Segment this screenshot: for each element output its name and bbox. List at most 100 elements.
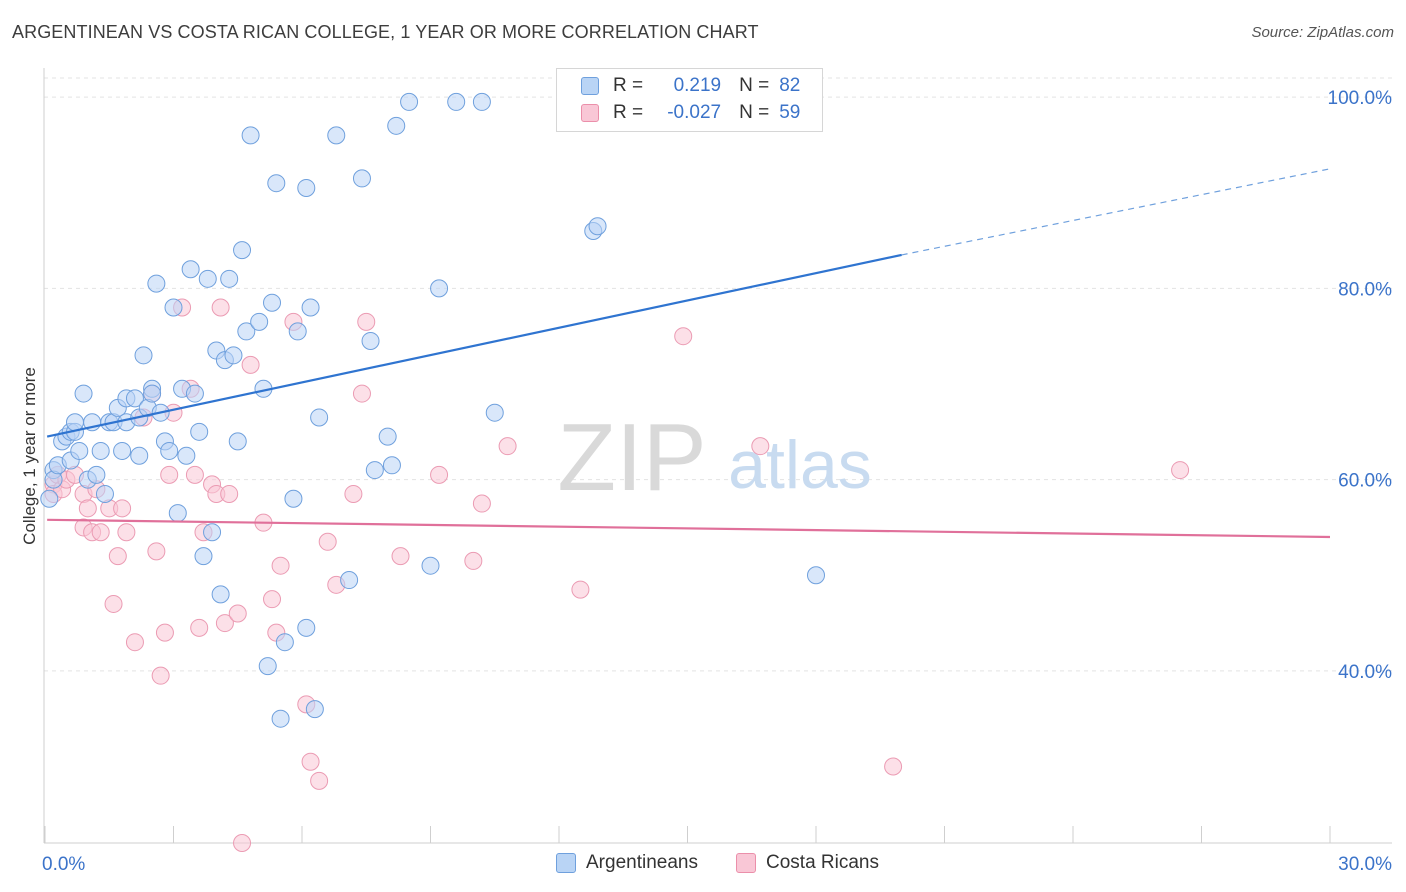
costa-ricans-point [151,666,170,685]
legend-swatch-blue [581,77,599,95]
watermark-atlas: atlas [728,427,872,503]
costa-ricans-point [344,484,363,503]
costa-ricans-point [263,590,282,609]
costa-ricans-point [147,542,166,561]
argentineans-point [241,126,260,145]
argentineans-point [40,489,59,508]
argentineans-point [258,657,277,676]
argentineans-point [382,456,401,475]
argentineans-point [365,461,384,480]
legend-swatch-pink [581,104,599,122]
legend-r-value: 0.219 [673,75,722,96]
argentineans-point [271,709,290,728]
costa-ricans-point [430,465,449,484]
argentineans-point [233,241,252,260]
costa-ricans-point [185,465,204,484]
costa-ricans-point [1171,461,1190,480]
argentineans-point [305,700,324,719]
x-tick-label: 0.0% [42,854,85,875]
costa-ricans-point [391,547,410,566]
axes [43,68,1392,844]
argentineans-point [177,446,196,465]
stats-legend: R = 0.219 N = 82 R = -0.027 N = 59 [556,68,823,132]
costa-ricans-point [190,618,209,637]
argentineans-point [87,465,106,484]
argentineans-point [352,169,371,188]
trend-lines [46,168,1331,539]
argentineans-point [168,504,187,523]
costa-ricans-point [352,384,371,403]
costa-ricans-point [357,312,376,331]
argentineans-point [297,178,316,197]
argentineans-trend-line [46,253,902,438]
argentineans-point [361,331,380,350]
costa-ricans-point [498,437,517,456]
argentineans-point [378,427,397,446]
argentineans-point [134,346,153,365]
costa-ricans-point [113,499,132,518]
legend-r-value: -0.027 [667,102,722,123]
argentineans-point [301,298,320,317]
legend-item-argentineans[interactable]: Argentineans [556,852,698,874]
argentineans-point [237,322,256,341]
costa-ricans-point [464,551,483,570]
argentineans-point [211,585,230,604]
costa-ricans-point [91,523,110,542]
argentineans-point [125,389,144,408]
argentineans-point [181,260,200,279]
argentineans-point [588,217,607,236]
costa-ricans-point [233,834,252,852]
argentineans-point [147,274,166,293]
argentineans-point [267,174,286,193]
costa-ricans-point [78,499,97,518]
argentineans-point [485,403,504,422]
argentineans-point [203,523,222,542]
costa-ricans-point [674,327,693,346]
costa-ricans-point [301,752,320,771]
argentineans-point [340,571,359,590]
costa-ricans-point [211,298,230,317]
x-tick-label: 30.0% [1338,854,1392,875]
argentineans-point [421,556,440,575]
y-tick-label: 40.0% [1338,662,1392,683]
argentineans-point [185,384,204,403]
argentineans-point [310,408,329,427]
argentineans-point [430,279,449,298]
legend-n-label: N = [739,102,770,123]
costa-ricans-point [228,604,247,623]
costa-ricans-point [271,556,290,575]
costa-ricans-point [155,623,174,642]
argentineans-point [190,422,209,441]
costa-ricans-points [44,298,1190,852]
legend-swatch-pink [736,853,756,873]
legend-r-label: R = [613,75,644,96]
legend-item-costa-ricans[interactable]: Costa Ricans [736,852,879,874]
argentineans-point [74,384,93,403]
costa-ricans-point [472,494,491,513]
argentineans-point [263,293,282,312]
argentineans-point [250,312,269,331]
series-legend: Argentineans Costa Ricans [0,852,1406,878]
argentineans-point [70,441,89,460]
argentineans-point [113,441,132,460]
legend-n-label: N = [739,75,770,96]
argentineans-point [228,432,247,451]
y-tick-label: 100.0% [1328,88,1393,109]
watermark: ZIP atlas [557,404,871,511]
watermark-zip: ZIP [557,404,706,511]
argentineans-point [288,322,307,341]
argentineans-point [160,441,179,460]
chart-title: ARGENTINEAN VS COSTA RICAN COLLEGE, 1 YE… [12,22,759,42]
argentineans-point [95,484,114,503]
costa-ricans-point [318,532,337,551]
argentineans-points [40,92,825,728]
argentineans-point [387,116,406,135]
argentineans-point [327,126,346,145]
argentineans-point [275,633,294,652]
costa-ricans-point [160,465,179,484]
costa-ricans-point [117,523,136,542]
argentineans-point [400,92,419,111]
costa-ricans-point [241,355,260,374]
argentineans-point [472,92,491,111]
costa-ricans-point [125,633,144,652]
